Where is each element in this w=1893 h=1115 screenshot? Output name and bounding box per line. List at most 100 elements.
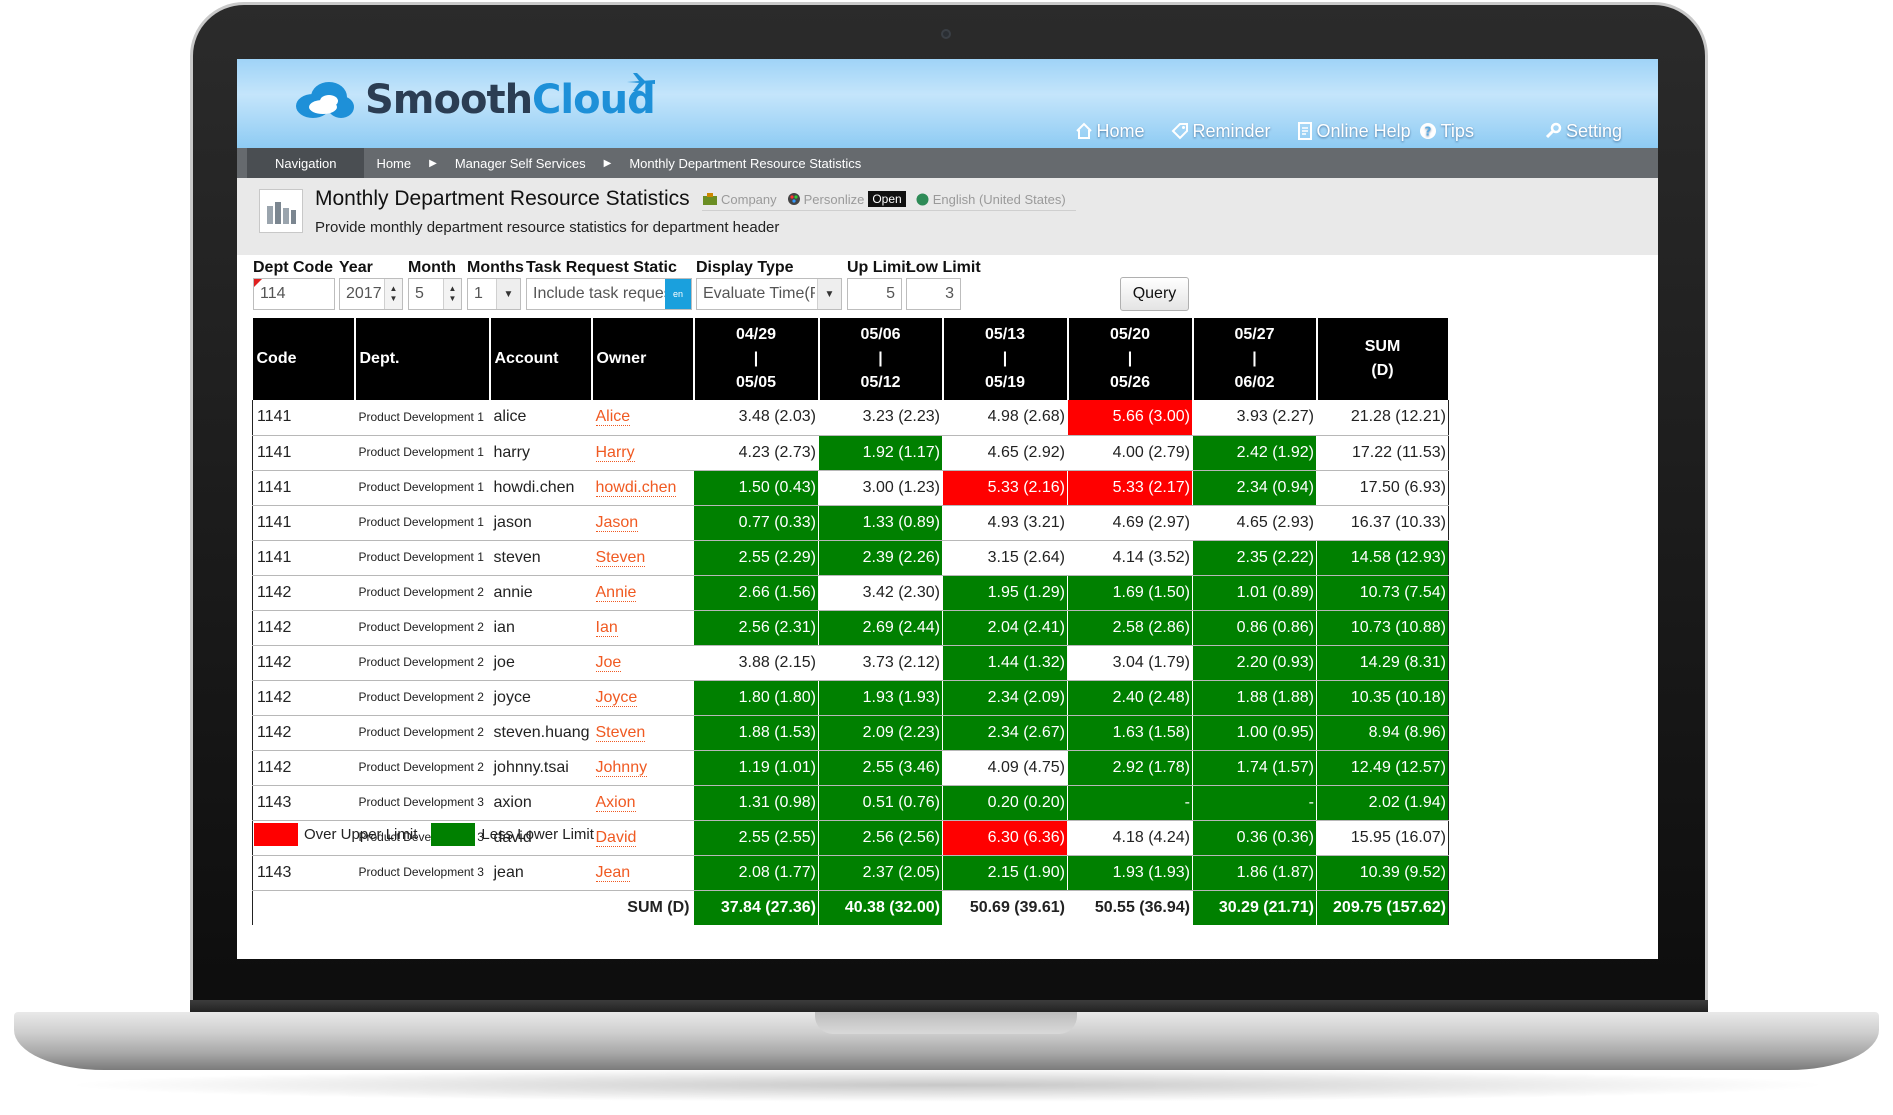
cell-week-1: 1.80 (1.80): [693, 680, 819, 716]
cell-week-5: 0.36 (0.36): [1192, 820, 1317, 856]
cell-week-4: 1.93 (1.93): [1067, 855, 1193, 891]
cell-week-2: 0.51 (0.76): [818, 785, 943, 821]
cell-week-1: 1.31 (0.98): [693, 785, 819, 821]
language-tag[interactable]: en: [665, 279, 691, 309]
owner-link[interactable]: Ian: [595, 618, 618, 637]
nav-tips[interactable]: ? Tips: [1419, 121, 1474, 142]
week-3-start: 05/13: [984, 326, 1026, 343]
cell-week-3: 2.04 (2.41): [942, 610, 1068, 646]
owner-link[interactable]: Annie: [595, 583, 637, 602]
col-header-owner[interactable]: Owner: [591, 318, 695, 400]
col-header-week-1[interactable]: 04/29 | 05/05: [693, 318, 820, 400]
col-header-code[interactable]: Code: [252, 318, 356, 400]
chevron-down-icon[interactable]: ▼: [817, 279, 841, 309]
owner-link[interactable]: Harry: [595, 443, 635, 462]
table-row[interactable]: 1142 Product Development 2 annie Annie 2.66 …: [252, 575, 1449, 611]
table-row[interactable]: 1142 Product Development 2 steven.huang Ste…: [252, 715, 1449, 751]
table-row[interactable]: 1142 Product Development 2 joyce Joyce 1.80 …: [252, 680, 1449, 716]
col-header-week-2[interactable]: 05/06 | 05/12: [818, 318, 944, 400]
owner-link[interactable]: Alice: [595, 408, 631, 427]
table-row[interactable]: 1142 Product Development 2 johnny.tsai John…: [252, 750, 1449, 786]
sum-week-3: 50.69 (39.61): [942, 890, 1068, 925]
spinner-arrows-icon[interactable]: ▲ ▼: [443, 279, 461, 309]
table-row[interactable]: 1141 Product Development 1 jason Jason 0.77 …: [252, 505, 1449, 541]
up-limit-input[interactable]: 5: [847, 278, 902, 310]
nav-online-help[interactable]: Online Help: [1297, 121, 1411, 142]
webcam: [941, 29, 951, 39]
cell-week-2: 2.55 (3.46): [818, 750, 943, 786]
col-header-sum[interactable]: SUM (D): [1316, 318, 1450, 400]
dept-code-input[interactable]: 114: [253, 278, 335, 310]
task-request-select[interactable]: Include task request(ap en: [526, 278, 692, 310]
year-stepper[interactable]: 2017 ▲ ▼: [339, 278, 403, 310]
nav-reminder[interactable]: Reminder: [1171, 121, 1271, 142]
owner-link[interactable]: Axion: [595, 793, 636, 812]
week-4-sep: |: [1127, 350, 1133, 367]
owner-link[interactable]: Johnny: [595, 758, 648, 777]
owner-link[interactable]: Steven: [595, 548, 646, 567]
col-header-week-3[interactable]: 05/13 | 05/19: [942, 318, 1069, 400]
breadcrumb-navigation[interactable]: Navigation: [247, 148, 365, 178]
cell-week-3: 1.44 (1.32): [942, 645, 1068, 681]
display-type-select[interactable]: Evaluate Time(Plan T ▼: [696, 278, 842, 310]
table-row[interactable]: 1143 Product Development 3 axion Axion 1.31 …: [252, 785, 1449, 821]
cell-week-1: 3.88 (2.15): [693, 645, 819, 681]
cell-sum: 16.37 (10.33): [1316, 505, 1449, 541]
cell-account: joe: [489, 645, 592, 681]
months-select[interactable]: 1 ▼: [467, 278, 521, 310]
owner-link[interactable]: Jason: [595, 513, 639, 532]
nav-setting[interactable]: Setting: [1544, 121, 1622, 142]
table-row[interactable]: 1142 Product Development 2 ian Ian 2.56 (2.3…: [252, 610, 1449, 646]
cell-week-2: 1.93 (1.93): [818, 680, 943, 716]
cell-owner: David: [591, 820, 694, 856]
table-row[interactable]: 1141 Product Development 1 alice Alice 3.48 …: [252, 400, 1449, 436]
query-button[interactable]: Query: [1120, 277, 1189, 311]
cell-sum: 17.50 (6.93): [1316, 470, 1449, 506]
col-header-week-4[interactable]: 05/20 | 05/26: [1067, 318, 1194, 400]
owner-link[interactable]: Steven: [595, 723, 646, 742]
cell-sum: 10.73 (7.54): [1316, 575, 1449, 611]
owner-link[interactable]: Joyce: [595, 688, 638, 707]
cell-account: axion: [489, 785, 592, 821]
cell-week-4: 1.63 (1.58): [1067, 715, 1193, 751]
low-limit-input[interactable]: 3: [906, 278, 961, 310]
month-stepper[interactable]: 5 ▲ ▼: [408, 278, 462, 310]
cell-sum: 14.58 (12.93): [1316, 540, 1449, 576]
cell-sum: 12.49 (12.57): [1316, 750, 1449, 786]
sum-week-5: 30.29 (21.71): [1192, 890, 1317, 925]
cell-week-5: 3.93 (2.27): [1192, 400, 1317, 436]
chevron-down-icon[interactable]: ▼: [496, 279, 520, 309]
owner-link[interactable]: Jean: [595, 863, 631, 882]
owner-link[interactable]: David: [595, 828, 637, 847]
cell-account: steven.huang: [489, 715, 592, 751]
breadcrumb-section[interactable]: Manager Self Services: [454, 155, 586, 171]
table-row[interactable]: 1142 Product Development 2 joe Joe 3.88 (2.1…: [252, 645, 1449, 681]
language-option[interactable]: English (United States): [916, 192, 1066, 207]
spinner-arrows-icon[interactable]: ▲ ▼: [384, 279, 402, 309]
cell-sum: 14.29 (8.31): [1316, 645, 1449, 681]
resource-table: Code Dept. Account Owner 04/29 | 05/05 05/…: [252, 318, 1450, 925]
owner-link[interactable]: Joe: [595, 653, 622, 672]
owner-link[interactable]: howdi.chen: [595, 478, 677, 497]
col-header-week-5[interactable]: 05/27 | 06/02: [1192, 318, 1318, 400]
open-badge[interactable]: Open: [868, 191, 906, 207]
cell-dept: Product Development 1: [354, 470, 490, 506]
col-header-dept[interactable]: Dept.: [354, 318, 491, 400]
week-2-start: 05/06: [860, 326, 901, 343]
logo[interactable]: SmoothCloud: [293, 71, 656, 129]
table-row[interactable]: 1141 Product Development 1 howdi.chen howdi…: [252, 470, 1449, 506]
personalize-option[interactable]: Personlize Open: [787, 191, 906, 207]
months-value: 1: [474, 285, 483, 302]
cell-week-1: 0.77 (0.33): [693, 505, 819, 541]
table-row[interactable]: 1143 Product Development 3 jean Jean 2.08 (1…: [252, 855, 1449, 891]
cell-account: harry: [489, 435, 592, 471]
col-header-account[interactable]: Account: [489, 318, 593, 400]
table-row[interactable]: 1141 Product Development 1 steven Steven 2.5…: [252, 540, 1449, 576]
nav-home[interactable]: Home: [1075, 121, 1145, 142]
company-option[interactable]: Company: [702, 192, 777, 207]
cell-week-5: -: [1192, 785, 1317, 821]
breadcrumb-home[interactable]: Home: [376, 155, 412, 171]
cell-week-4: 5.33 (2.17): [1067, 470, 1193, 506]
table-row[interactable]: 1141 Product Development 1 harry Harry 4.23 …: [252, 435, 1449, 471]
